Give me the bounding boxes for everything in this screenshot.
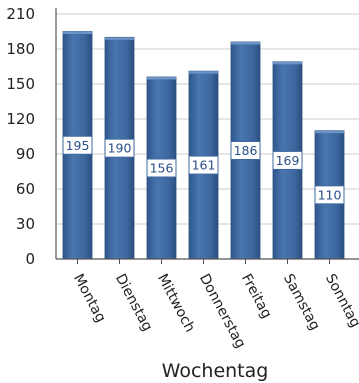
data-label-box [146,158,177,178]
data-label: 161 [192,158,216,173]
y-tick-label: 0 [25,250,35,268]
y-tick-label: 90 [16,145,35,163]
x-tick-label: Dienstag [112,271,155,334]
data-label: 169 [276,153,300,168]
bar-top-edge [63,31,92,34]
data-label-box [188,155,219,175]
y-tick-label: 120 [6,110,35,128]
x-tick-label: Mittwoch [154,271,198,335]
bar-top-edge [189,71,218,74]
data-label-box [104,138,135,158]
x-tick-label: Samstag [280,271,323,333]
bar-top-edge [147,77,176,80]
y-tick-label: 210 [6,5,35,23]
y-tick-label: 180 [6,40,35,58]
data-label: 156 [150,161,174,176]
data-label-box [230,141,261,160]
bar-top-edge [105,37,134,40]
data-label-box [62,135,93,155]
data-label-box [314,185,345,205]
y-tick-label: 150 [6,75,35,93]
bar-top-edge [315,130,344,134]
x-tick-label: Freitag [238,271,275,321]
axes [55,8,359,264]
x-tick-label: Montag [70,271,109,325]
x-axis-title: Wochentag [162,360,269,382]
data-label: 190 [108,141,132,156]
bar-top-edge [231,42,260,45]
y-tick-label: 60 [16,180,35,198]
data-label: 195 [66,138,90,153]
x-tick-label: Sonntag [322,271,359,330]
data-label-box [272,150,303,170]
y-tick-label: 30 [16,215,35,233]
data-label: 110 [318,187,342,202]
bar-top-edge [273,61,302,65]
data-label: 186 [234,143,258,158]
labels: 0 30 60 90 120 150 180 210 195 Montag 190 Dienstag 1… [6,5,359,351]
